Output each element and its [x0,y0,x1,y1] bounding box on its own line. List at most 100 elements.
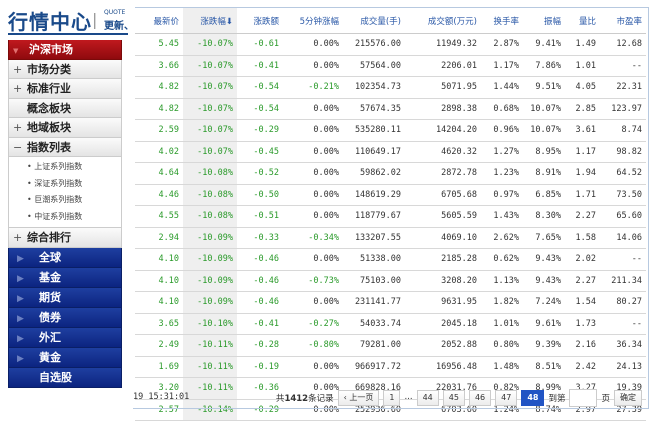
submenu-item[interactable]: • 中证系列指数 [27,211,83,221]
table-cell: 4.82 [135,76,183,99]
submenu-item[interactable]: • 上证系列指数 [27,162,83,171]
table-row[interactable]: 1.69 -10.11% -0.19 0.00% 966917.72 16956.48 1.… [135,356,646,378]
plus-icon: + [13,82,23,95]
column-header[interactable]: 涨跌幅⬇ [183,8,237,34]
table-cell: 57674.35 [343,98,405,120]
table-cell: 2.85 [565,98,600,120]
table-cell: -- [600,55,646,77]
table-cell: -0.41 [237,313,283,335]
triangle-right-icon: ▶ [17,353,24,364]
table-row[interactable]: 3.66 -10.07% -0.41 0.00% 57564.00 2206.01 1.17… [135,55,646,77]
page-button[interactable]: 48 [521,390,545,406]
column-header[interactable]: 量比 [565,8,600,34]
table-row[interactable]: 4.82 -10.07% -0.54 0.00% 57674.35 2898.38 0.68… [135,98,646,120]
column-header[interactable]: 成交量(手) [343,8,405,34]
table-cell: -0.54 [237,98,283,120]
table-cell: 3208.20 [405,270,481,292]
table-cell: 4.05 [565,76,600,99]
table-row[interactable]: 2.59 -10.07% -0.29 0.00% 535280.11 14204.20 0.… [135,119,646,142]
table-cell: 4.46 [135,184,183,206]
table-cell: 0.68% [481,98,523,120]
table-cell: 1.71 [565,184,600,206]
confirm-button[interactable]: 确定 [614,390,642,406]
page-button[interactable]: 45 [442,390,465,406]
sidebar-item[interactable]: + 综合排行 [8,228,122,248]
sidebar-label: 地域板块 [27,121,71,134]
table-row[interactable]: 2.94 -10.09% -0.33 -0.34% 133207.55 4069.10 2.… [135,227,646,249]
table-cell: 1.01 [565,55,600,77]
table-cell: 966917.72 [343,356,405,378]
column-header[interactable]: 振幅 [523,8,565,34]
submenu-item[interactable]: • 巨潮系列指数 [27,195,83,204]
logo: 行情中心 [8,10,92,34]
table-cell: 231141.77 [343,291,405,314]
table-cell: -10.09% [183,270,237,292]
total-count: 1412 [284,394,309,404]
table-cell: 2.16 [565,334,600,357]
prev-page-button[interactable]: ‹ 上一页 [337,390,380,406]
table-cell: 1.17 [565,141,600,163]
sidebar-item[interactable]: + 市场分类 [8,59,122,79]
sidebar-nav-watchlist[interactable]: 自选股 [8,367,122,388]
table-cell: 3.61 [565,119,600,142]
page-button[interactable]: 44 [416,390,439,406]
table-cell: 8.74 [600,119,646,142]
page-input[interactable] [569,389,598,407]
table-cell: -0.33 [237,227,283,249]
column-header[interactable]: 涨跌额 [237,8,283,34]
sidebar-nav-item[interactable]: ▶ 外汇 [8,327,122,348]
column-header[interactable]: 最新价 [135,8,183,34]
table-cell: -10.07% [183,119,237,142]
table-cell: 110649.17 [343,141,405,163]
sidebar-item[interactable]: + 地域板块 [8,118,122,138]
column-header[interactable]: 成交额(万元) [405,8,481,34]
column-header[interactable]: 5分钟涨幅 [283,8,343,34]
sidebar-nav-item[interactable]: ▶ 全球 [8,247,122,268]
page-button[interactable]: 1 [383,390,401,406]
sidebar-nav-item[interactable]: ▶ 债券 [8,307,122,328]
sidebar-nav-item[interactable]: ▶ 基金 [8,267,122,288]
column-header[interactable]: 市盈率 [600,8,646,34]
sidebar-nav-item[interactable]: ▶ 期货 [8,287,122,308]
total-suffix: 条记录 [308,394,334,404]
sidebar-item[interactable]: − 指数列表 [8,137,122,157]
column-header[interactable]: 换手率 [481,8,523,34]
table-cell: 12.68 [600,33,646,56]
nav-label: 外汇 [39,330,61,344]
sidebar-label: 市场分类 [27,62,71,76]
sidebar-item[interactable]: + 标准行业 [8,79,122,99]
table-cell: 0.00% [283,248,343,271]
table-row[interactable]: 4.64 -10.08% -0.52 0.00% 59862.02 2872.78 1.23… [135,162,646,185]
table-row[interactable]: 3.65 -10.10% -0.41 -0.27% 54033.74 2045.18 1.0… [135,313,646,335]
table-row[interactable]: 4.82 -10.07% -0.54 -0.21% 102354.73 5071.95 1.… [135,76,646,99]
table-row[interactable]: 4.46 -10.08% -0.50 0.00% 148619.29 6705.68 0.9… [135,184,646,206]
table-row[interactable]: 5.45 -10.07% -0.61 0.00% 215576.00 11949.32 2.… [135,33,646,56]
table-cell: 1.73 [565,313,600,335]
plus-icon: + [13,62,23,76]
table-cell: 1.49 [565,33,600,56]
table-cell: -- [600,313,646,335]
nav-label: 债券 [39,310,61,324]
table-cell: 1.82% [481,291,523,314]
table-row[interactable]: 4.02 -10.07% -0.45 0.00% 110649.17 4620.32 1.2… [135,141,646,163]
table-cell: -10.07% [183,33,237,56]
page-button[interactable]: 46 [468,390,492,406]
sidebar-item-hushen[interactable]: ▼ 沪深市场 [8,40,122,60]
table-cell: 215576.00 [343,33,405,56]
table-row[interactable]: 4.10 -10.09% -0.46 0.00% 51338.00 2185.28 0.62… [135,248,646,271]
table-cell: 0.00% [283,98,343,120]
table-cell: 65.60 [600,205,646,228]
divider [8,33,128,35]
table-row[interactable]: 2.49 -10.11% -0.28 -0.80% 79281.00 2052.88 0.8… [135,334,646,357]
table-row[interactable]: 4.10 -10.09% -0.46 0.00% 231141.77 9631.95 1.8… [135,291,646,314]
table-row[interactable]: 4.55 -10.08% -0.51 0.00% 118779.67 5605.59 1.4… [135,205,646,228]
triangle-right-icon: ▶ [17,313,24,324]
table-cell: 4.10 [135,270,183,292]
table-cell: 36.34 [600,334,646,357]
total-records: 共1412条记录 [276,392,334,404]
submenu-item[interactable]: • 深证系列指数 [27,178,83,188]
table-row[interactable]: 4.10 -10.09% -0.46 -0.73% 75103.00 3208.20 1.1… [135,270,646,292]
sidebar-item[interactable]: 概念板块 [8,98,122,118]
page-button[interactable]: 47 [495,390,518,406]
sidebar-nav-item[interactable]: ▶ 黄金 [8,347,122,368]
